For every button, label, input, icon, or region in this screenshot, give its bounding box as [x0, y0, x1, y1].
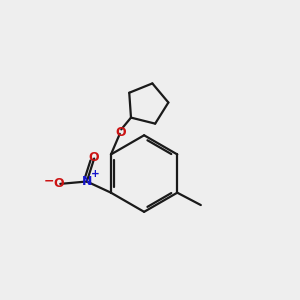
Text: +: + [91, 169, 99, 179]
Text: N: N [82, 175, 92, 188]
Text: O: O [53, 177, 64, 190]
Text: O: O [115, 126, 126, 140]
Text: O: O [89, 151, 100, 164]
Text: −: − [43, 174, 54, 188]
